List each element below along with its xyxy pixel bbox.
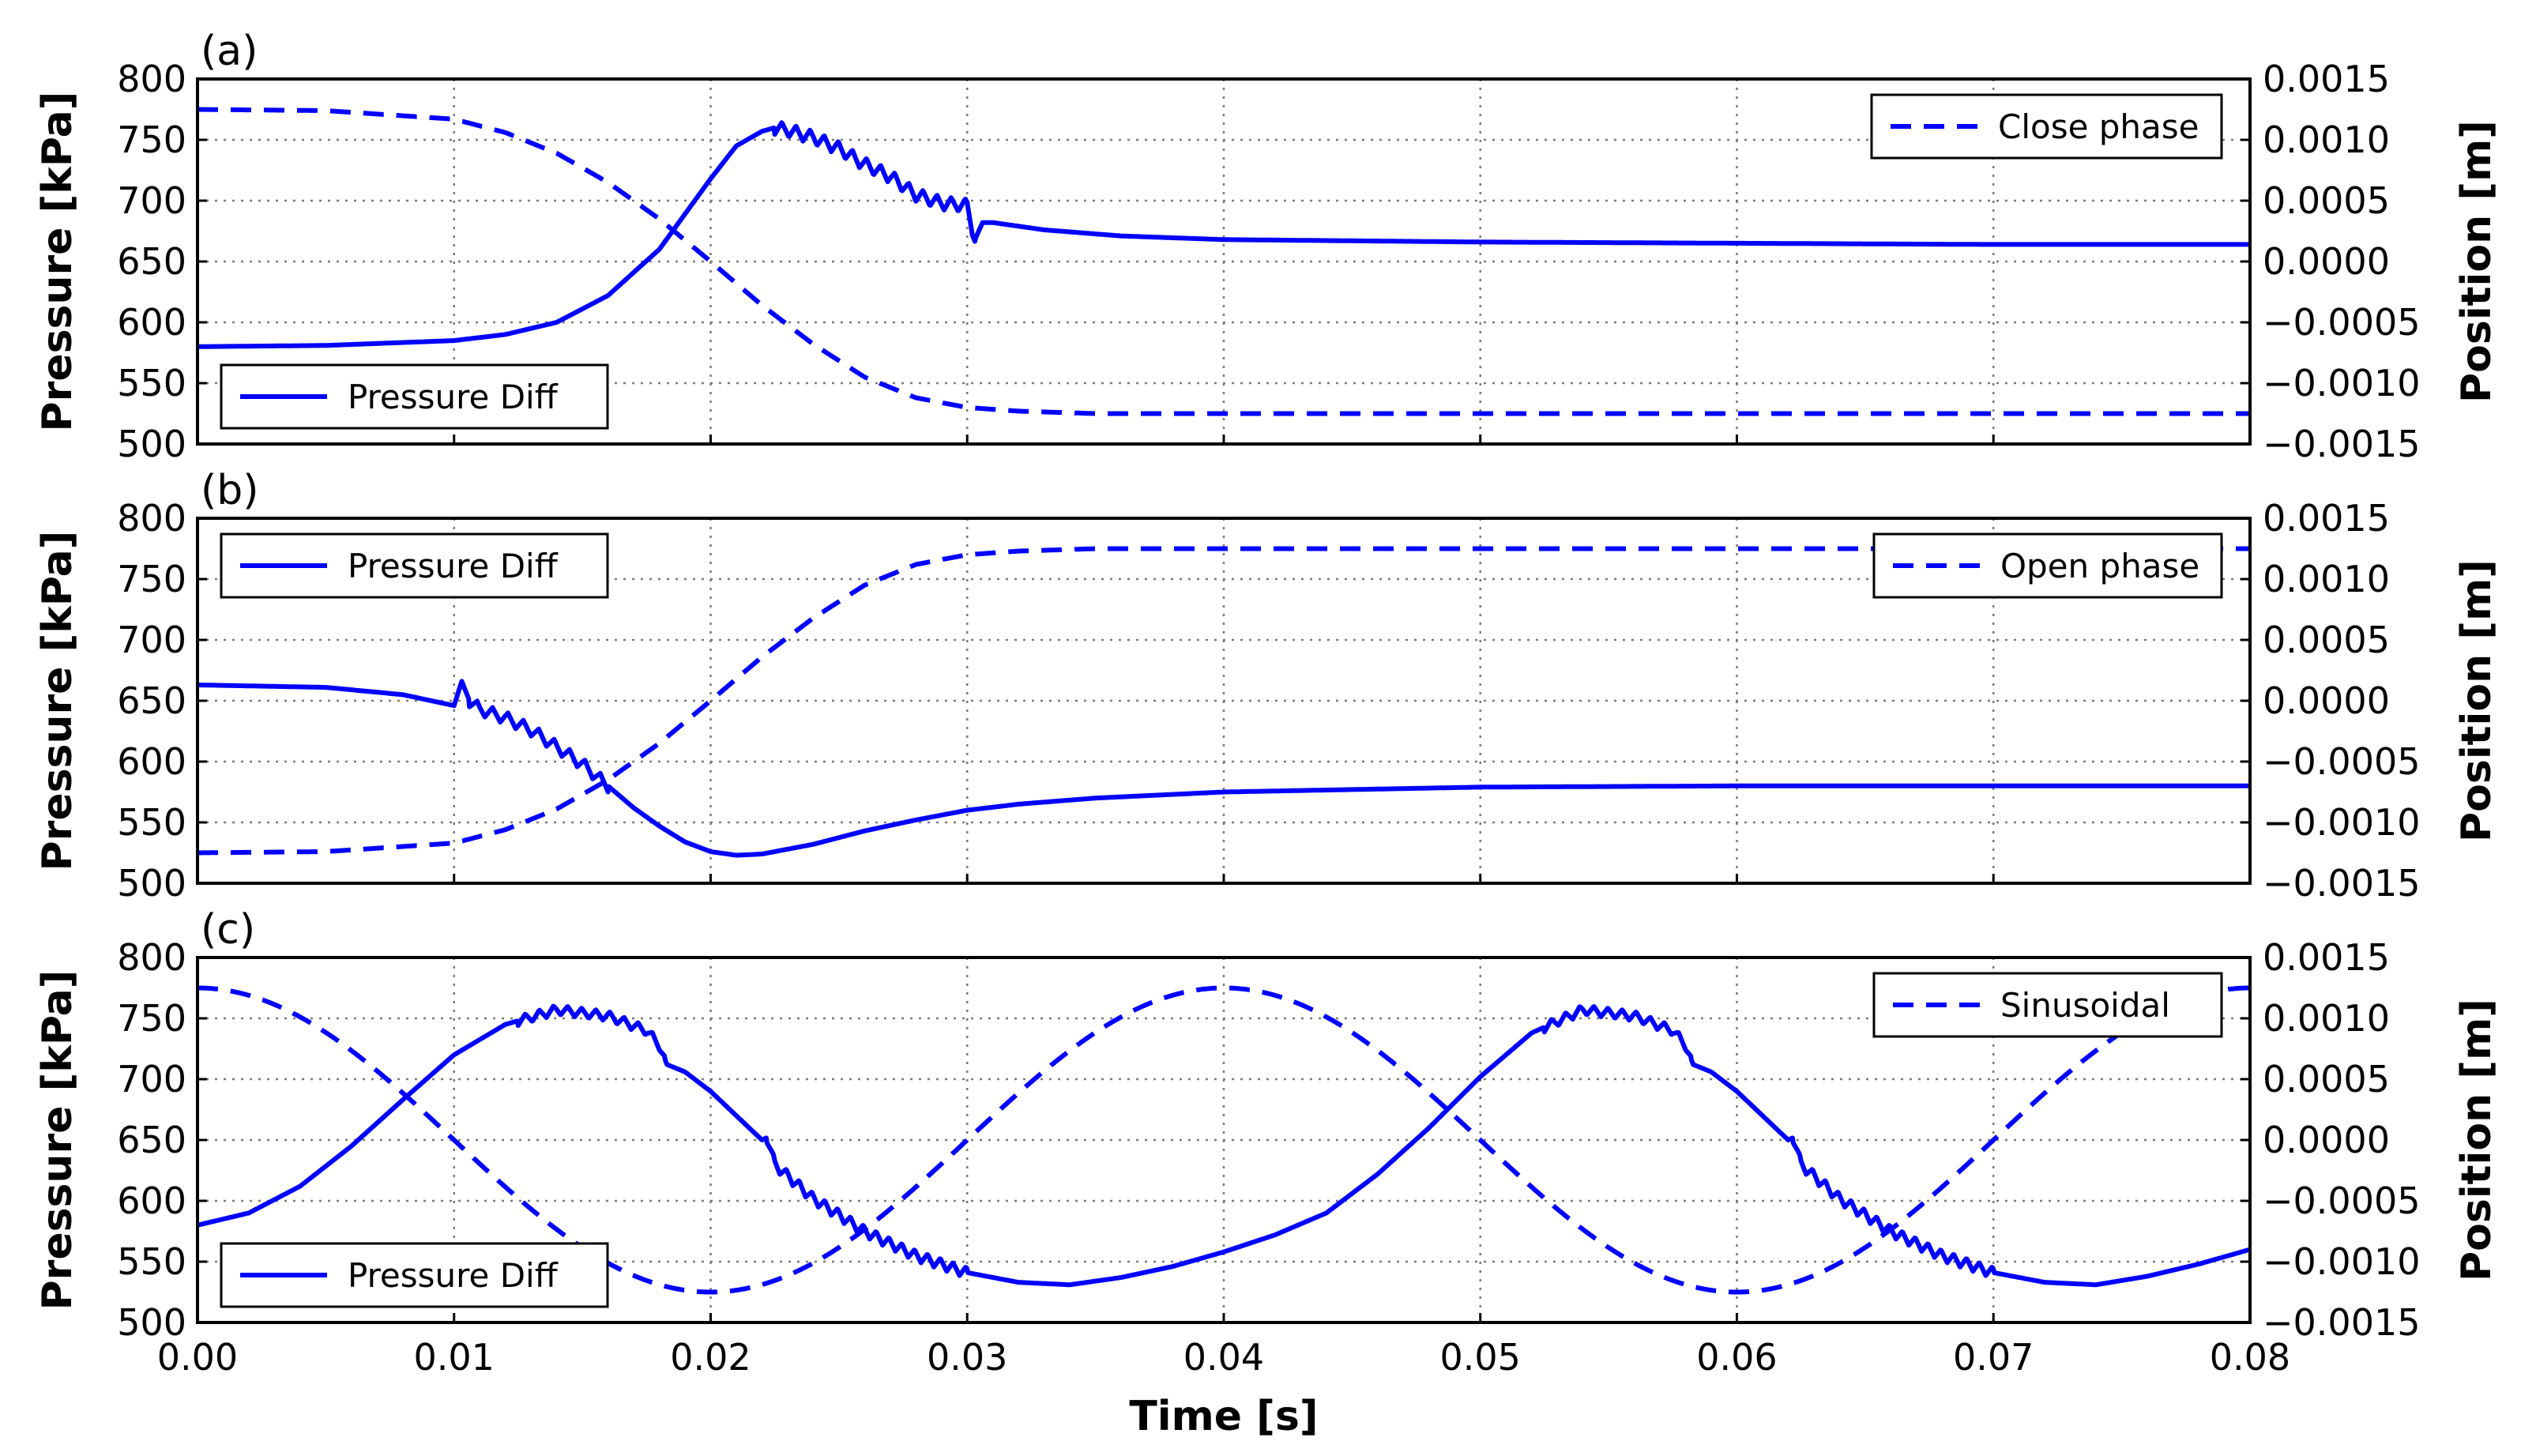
legend-position: Sinusoidal — [1872, 972, 2223, 1038]
series-pressure-line — [198, 679, 2250, 858]
left-tick-label: 550 — [117, 362, 186, 404]
x-tick-label: 0.06 — [1696, 1336, 1777, 1379]
grid-lines — [198, 518, 2250, 883]
right-tick-label: 0.0010 — [2263, 997, 2390, 1040]
x-tick-label: 0.05 — [1440, 1336, 1521, 1379]
left-tick-label: 750 — [117, 119, 186, 161]
right-tick-label: −0.0015 — [2263, 1301, 2421, 1344]
left-tick-label: 600 — [117, 301, 186, 344]
left-tick-label: 800 — [117, 58, 186, 100]
panel-label: (b) — [201, 467, 259, 514]
x-tick-label: 0.03 — [927, 1336, 1007, 1379]
right-tick-label: 0.0010 — [2263, 119, 2390, 161]
right-tick-label: 0.0005 — [2263, 619, 2390, 661]
left-axis-title: Pressure [kPa] — [34, 970, 81, 1311]
right-tick-label: −0.0010 — [2263, 801, 2421, 844]
right-tick-label: −0.0005 — [2263, 740, 2421, 783]
x-axis-ticks: 0.00 0.01 0.02 0.03 0.04 0.05 0.06 0.07 0.08 — [157, 1336, 2290, 1379]
left-tick-label: 500 — [117, 423, 186, 465]
x-tick-label: 0.08 — [2210, 1336, 2290, 1379]
x-tick-label: 0.04 — [1183, 1336, 1264, 1379]
right-tick-label: 0.0000 — [2263, 1119, 2390, 1161]
panel-c: 800 750 700 650 600 550 500 0.0015 0.0010 0.0005… — [34, 906, 2500, 1379]
panel-label: (c) — [201, 906, 255, 954]
legend-position: Open phase — [1872, 532, 2223, 599]
panel-b: 800 750 700 650 600 550 500 0.0015 0.0010 0.0005… — [34, 467, 2500, 905]
left-axis-ticks: 800 750 700 650 600 550 500 — [117, 58, 2252, 465]
right-axis-title: Position [m] — [2453, 999, 2500, 1281]
legend-pressure: Pressure Diff — [220, 363, 609, 430]
right-tick-label: −0.0010 — [2263, 362, 2421, 404]
left-tick-label: 600 — [117, 1179, 186, 1222]
left-axis-ticks: 800 750 700 650 600 550 500 — [117, 497, 2252, 905]
left-tick-label: 550 — [117, 801, 186, 844]
right-axis-ticks: 0.0015 0.0010 0.0005 0.0000 −0.0005 −0.0010 −0… — [2241, 936, 2421, 1344]
x-tick-label: 0.01 — [414, 1336, 495, 1379]
right-axis-ticks: 0.0015 0.0010 0.0005 0.0000 −0.0005 −0.0010 −0… — [2241, 497, 2421, 905]
left-tick-label: 550 — [117, 1240, 186, 1283]
legend-label: Pressure Diff — [348, 547, 559, 585]
right-tick-label: 0.0015 — [2263, 58, 2390, 100]
legend-label: Open phase — [2000, 547, 2199, 585]
left-tick-label: 500 — [117, 1301, 186, 1344]
left-axis-title: Pressure [kPa] — [34, 531, 81, 871]
left-tick-label: 750 — [117, 558, 186, 600]
right-tick-label: −0.0010 — [2263, 1240, 2421, 1283]
left-tick-label: 800 — [117, 497, 186, 540]
right-tick-label: −0.0015 — [2263, 862, 2421, 905]
left-tick-label: 700 — [117, 1058, 186, 1100]
right-tick-label: −0.0005 — [2263, 1179, 2421, 1222]
left-tick-label: 650 — [117, 679, 186, 722]
x-tick-label: 0.07 — [1953, 1336, 2034, 1379]
legend-label: Close phase — [1998, 107, 2199, 146]
left-tick-label: 600 — [117, 740, 186, 783]
right-tick-label: 0.0005 — [2263, 1058, 2390, 1100]
panel-a: 800 750 700 650 600 550 500 0.0015 0.0010 0.0005… — [34, 28, 2500, 465]
series-position-line — [198, 107, 2250, 416]
left-tick-label: 650 — [117, 240, 186, 283]
right-tick-label: 0.0015 — [2263, 936, 2390, 979]
legend-position: Close phase — [1870, 93, 2223, 160]
series-pressure-line — [198, 1003, 2250, 1288]
legend-pressure: Pressure Diff — [220, 1242, 609, 1308]
legend-label: Sinusoidal — [2000, 986, 2170, 1025]
series-pressure-line — [198, 120, 2250, 349]
left-axis-ticks: 800 750 700 650 600 550 500 — [117, 936, 2252, 1344]
right-tick-label: 0.0015 — [2263, 497, 2390, 540]
right-tick-label: 0.0005 — [2263, 179, 2390, 222]
right-axis-ticks: 0.0015 0.0010 0.0005 0.0000 −0.0005 −0.0010 −0… — [2241, 58, 2421, 465]
series-lines — [198, 107, 2250, 416]
legend-pressure: Pressure Diff — [220, 532, 609, 599]
right-tick-label: −0.0015 — [2263, 423, 2421, 465]
grid-lines — [198, 79, 2250, 444]
left-tick-label: 800 — [117, 936, 186, 979]
x-tick-label: 0.00 — [157, 1336, 238, 1379]
legend-label: Pressure Diff — [348, 1256, 559, 1295]
panel-label: (a) — [201, 28, 258, 75]
left-tick-label: 700 — [117, 179, 186, 222]
right-axis-title: Position [m] — [2453, 559, 2500, 842]
left-tick-label: 750 — [117, 997, 186, 1040]
x-axis-title: Time [s] — [1129, 1393, 1318, 1440]
series-lines — [198, 985, 2250, 1295]
right-tick-label: −0.0005 — [2263, 301, 2421, 344]
right-tick-label: 0.0000 — [2263, 679, 2390, 722]
x-tick-label: 0.02 — [670, 1336, 751, 1379]
right-tick-label: 0.0010 — [2263, 558, 2390, 600]
left-axis-title: Pressure [kPa] — [34, 92, 81, 432]
left-tick-label: 500 — [117, 862, 186, 905]
left-tick-label: 650 — [117, 1119, 186, 1161]
left-tick-label: 700 — [117, 619, 186, 661]
legend-label: Pressure Diff — [348, 378, 559, 416]
right-axis-title: Position [m] — [2453, 120, 2500, 403]
right-tick-label: 0.0000 — [2263, 240, 2390, 283]
series-position-line — [198, 985, 2250, 1295]
